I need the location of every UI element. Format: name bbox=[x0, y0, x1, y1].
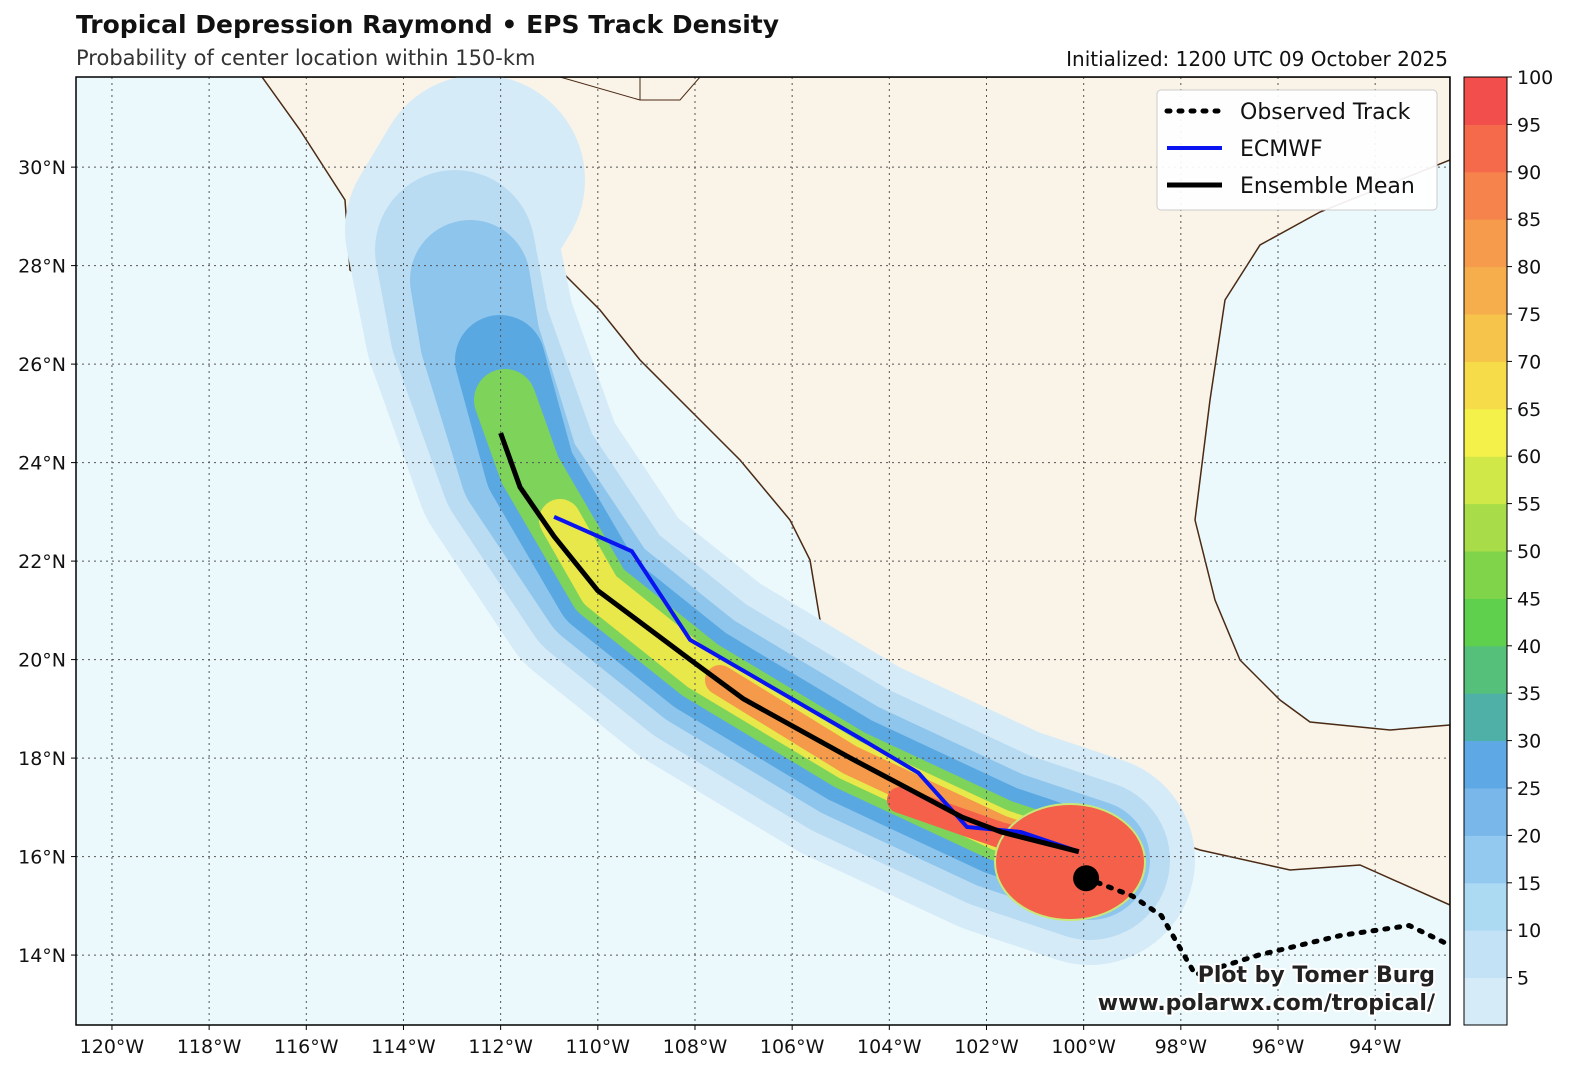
x-tick-label: 116°W bbox=[274, 1036, 339, 1058]
colorbar-bin bbox=[1464, 266, 1507, 315]
colorbar-label: 100 bbox=[1517, 67, 1553, 89]
axis-labels: 120°W 118°W 116°W 114°W 112°W 110°W 108°W 106°W… bbox=[18, 157, 1402, 1058]
y-tick-label: 24°N bbox=[18, 453, 66, 475]
y-tick-label: 28°N bbox=[18, 256, 66, 278]
colorbar-label: 80 bbox=[1517, 257, 1541, 279]
track-line bbox=[498, 432, 1080, 855]
legend-entries: Observed Track ECMWF Ensemble Mean bbox=[1164, 100, 1415, 199]
colorbar-label: 50 bbox=[1517, 541, 1541, 563]
x-tick-label: 98°W bbox=[1155, 1036, 1208, 1058]
colorbar-label: 75 bbox=[1517, 304, 1541, 326]
colorbar-label: 45 bbox=[1517, 588, 1541, 610]
x-tick-label: 108°W bbox=[663, 1036, 728, 1058]
colorbar: 5 10 15 20 25 30 35 40 45 50 55 60 65 70 75 80 85 90 95 100 bbox=[1463, 67, 1553, 1026]
init-time: Initialized: 1200 UTC 09 October 2025 bbox=[1066, 47, 1448, 71]
map-frame bbox=[75, 76, 1451, 1026]
y-tick-label: 14°N bbox=[18, 945, 66, 967]
colorbar-label: 20 bbox=[1517, 825, 1541, 847]
colorbar-label: 15 bbox=[1517, 873, 1541, 895]
colorbar-bin bbox=[1464, 930, 1507, 979]
colorbar-bin bbox=[1464, 408, 1507, 457]
colorbar-bin bbox=[1464, 551, 1507, 599]
x-tick-label: 120°W bbox=[80, 1036, 145, 1058]
subtitle: Probability of center location within 15… bbox=[76, 46, 536, 70]
colorbar-bin bbox=[1464, 835, 1507, 884]
y-tick-label: 20°N bbox=[18, 650, 66, 672]
y-tick-label: 26°N bbox=[18, 354, 66, 376]
colorbar-bin bbox=[1464, 77, 1507, 125]
x-tick-label: 94°W bbox=[1349, 1036, 1402, 1058]
colorbar-label: 35 bbox=[1517, 683, 1541, 705]
y-tick-label: 18°N bbox=[18, 748, 66, 770]
credit-url: www.polarwx.com/tropical/ bbox=[1098, 991, 1436, 1016]
legend-label: Observed Track bbox=[1240, 100, 1411, 125]
border bbox=[559, 77, 701, 101]
legend-label: Ensemble Mean bbox=[1240, 174, 1415, 199]
x-tick-label: 104°W bbox=[857, 1036, 922, 1058]
colorbar-bin bbox=[1464, 219, 1507, 268]
colorbar-label: 10 bbox=[1517, 920, 1541, 942]
colorbar-label: 95 bbox=[1517, 114, 1541, 136]
colorbar-bin bbox=[1464, 693, 1507, 742]
density-core bbox=[994, 803, 1146, 921]
colorbar-label: 55 bbox=[1517, 494, 1541, 516]
colorbar-label: 25 bbox=[1517, 778, 1541, 800]
x-tick-label: 100°W bbox=[1051, 1036, 1116, 1058]
colorbar-bin bbox=[1464, 740, 1507, 789]
tracks bbox=[498, 432, 1450, 978]
legend: Observed Track ECMWF Ensemble Mean bbox=[1156, 89, 1438, 211]
x-tick-label: 114°W bbox=[371, 1036, 436, 1058]
track-line bbox=[1083, 875, 1450, 978]
colorbar-bin bbox=[1464, 314, 1507, 362]
colorbar-bin bbox=[1464, 977, 1507, 1026]
grid bbox=[76, 77, 1450, 1025]
colorbar-bin bbox=[1464, 124, 1507, 173]
credit-line: Plot by Tomer Burg bbox=[1198, 963, 1435, 988]
y-tick-label: 30°N bbox=[18, 157, 66, 179]
x-tick-label: 102°W bbox=[954, 1036, 1019, 1058]
colorbar-label: 40 bbox=[1517, 636, 1541, 658]
legend-label: ECMWF bbox=[1240, 137, 1323, 162]
title: Tropical Depression Raymond • EPS Track … bbox=[76, 10, 779, 39]
x-tick-label: 106°W bbox=[760, 1036, 825, 1058]
legend-box bbox=[1156, 89, 1438, 211]
colorbar-bin bbox=[1464, 503, 1507, 552]
colorbar-label: 60 bbox=[1517, 446, 1541, 468]
colorbar-label: 70 bbox=[1517, 351, 1541, 373]
colorbar-bin bbox=[1464, 788, 1507, 836]
colorbar-label: 90 bbox=[1517, 162, 1541, 184]
colorbar-bin bbox=[1464, 598, 1507, 647]
colorbar-label: 85 bbox=[1517, 209, 1541, 231]
x-tick-label: 112°W bbox=[468, 1036, 533, 1058]
colorbar-label: 5 bbox=[1517, 968, 1529, 990]
map-area bbox=[76, 77, 1450, 1025]
x-tick-label: 96°W bbox=[1252, 1036, 1305, 1058]
x-tick-label: 118°W bbox=[177, 1036, 242, 1058]
colorbar-bin bbox=[1464, 361, 1507, 410]
colorbar-bin bbox=[1464, 645, 1507, 694]
y-tick-label: 22°N bbox=[18, 551, 66, 573]
colorbar-label: 30 bbox=[1517, 731, 1541, 753]
track-line bbox=[553, 514, 1080, 854]
colorbar-bin bbox=[1464, 171, 1507, 220]
colorbar-bin bbox=[1464, 882, 1507, 931]
y-tick-label: 16°N bbox=[18, 847, 66, 869]
x-tick-label: 110°W bbox=[566, 1036, 631, 1058]
current-position bbox=[1073, 865, 1100, 892]
colorbar-label: 65 bbox=[1517, 399, 1541, 421]
colorbar-bin bbox=[1464, 456, 1507, 505]
